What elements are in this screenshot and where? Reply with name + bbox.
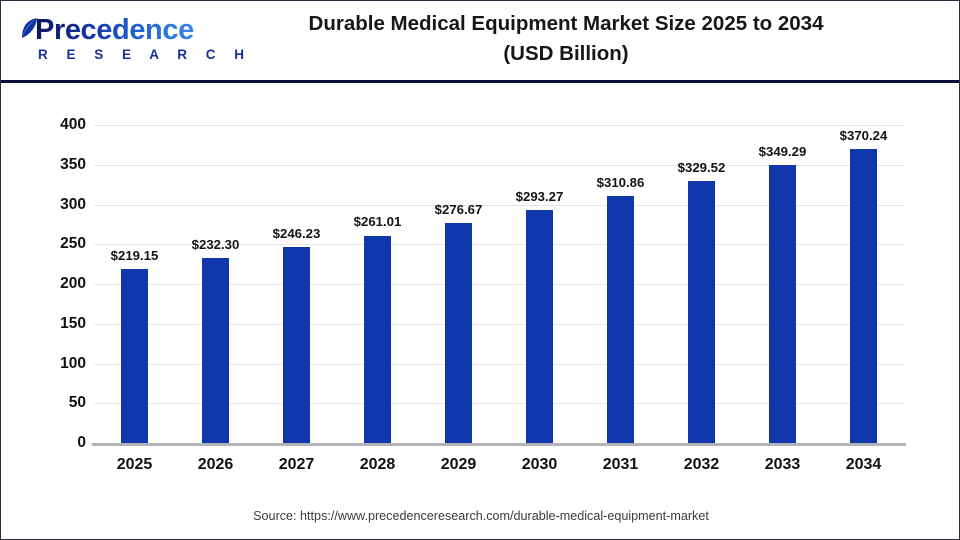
header-divider (1, 80, 959, 83)
gridline (94, 363, 904, 365)
bar-value-label: $293.27 (515, 188, 564, 204)
page-title: Durable Medical Equipment Market Size 20… (186, 9, 946, 69)
x-axis-tick-label: 2025 (116, 456, 153, 473)
gridline (94, 284, 904, 285)
precedence-research-logo: Precedence R E S E A R C H (13, 13, 244, 69)
y-axis-tick-label: 150 (60, 314, 86, 332)
y-axis-tick-label: 400 (60, 116, 86, 133)
x-axis-tick-label: 2032 (683, 456, 720, 473)
bar[interactable] (202, 258, 229, 443)
bar[interactable] (607, 195, 634, 443)
bar[interactable] (445, 223, 472, 443)
y-axis-tick-label: 300 (60, 195, 86, 213)
bar[interactable] (850, 148, 877, 443)
logo-subtitle: R E S E A R C H (38, 47, 252, 62)
y-axis-tick-label: 0 (77, 434, 86, 451)
x-axis-line (92, 443, 906, 446)
bar[interactable] (121, 268, 148, 443)
chart-header: Precedence R E S E A R C H Durable Medic… (1, 1, 959, 83)
y-axis-tick-label: 200 (60, 275, 86, 292)
leaf-icon (22, 18, 37, 38)
plot-area (92, 125, 906, 446)
bar-value-label: $329.52 (677, 160, 726, 176)
source-caption: Source: https://www.precedenceresearch.c… (253, 509, 709, 523)
gridline (94, 244, 904, 246)
x-axis-tick-label: 2033 (764, 456, 801, 473)
bar-value-label: $276.67 (434, 202, 483, 218)
y-axis-tick-label: 50 (68, 394, 86, 412)
bar[interactable] (688, 181, 715, 443)
x-axis-tick-label: 2031 (602, 456, 639, 473)
x-axis-tick-label: 2034 (845, 456, 882, 473)
bar[interactable] (769, 165, 796, 443)
x-axis-tick-label: 2028 (359, 456, 396, 473)
gridline (94, 204, 904, 206)
y-axis-tick-label: 350 (60, 155, 86, 173)
page-title-line-2: (USD Billion) (503, 42, 629, 65)
bar-value-label: $261.01 (353, 214, 402, 230)
bar-value-label: $246.23 (272, 226, 321, 242)
y-axis-tick-label: 100 (60, 354, 86, 372)
page-title-line-1: Durable Medical Equipment Market Size 20… (308, 12, 824, 35)
bar[interactable] (526, 209, 553, 443)
bar-value-label: $370.24 (839, 127, 888, 143)
logo-wordmark: Precedence (35, 14, 194, 46)
y-axis-tick-label: 250 (60, 235, 86, 253)
x-axis-tick-label: 2030 (521, 456, 558, 473)
gridline (94, 164, 904, 166)
bar-value-label: $232.30 (191, 237, 240, 253)
x-axis-tick-label: 2029 (440, 456, 477, 473)
gridline (94, 403, 904, 405)
x-axis-tick-label: 2027 (278, 456, 315, 473)
bar-value-label: $219.15 (110, 247, 159, 263)
bar-value-label: $349.29 (758, 144, 807, 160)
x-axis-tick-label: 2026 (197, 456, 234, 473)
gridline (94, 125, 904, 126)
bar-value-label: $310.86 (596, 174, 645, 190)
bar[interactable] (364, 235, 391, 443)
gridline (94, 323, 904, 325)
bar[interactable] (283, 247, 310, 443)
